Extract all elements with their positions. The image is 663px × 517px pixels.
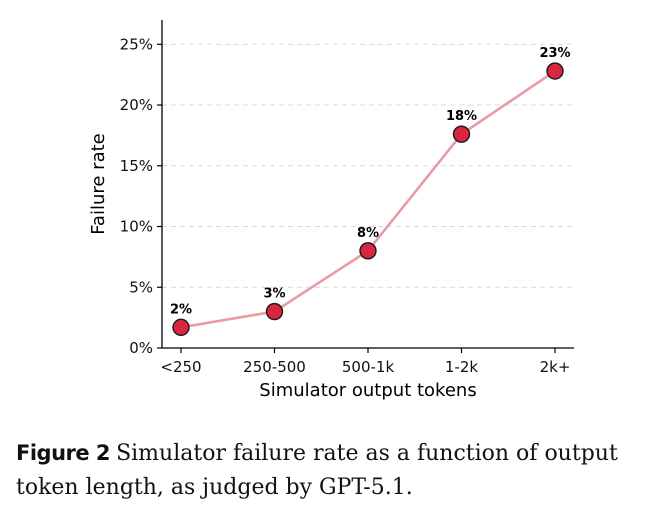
x-tick-label: 500-1k (342, 358, 395, 376)
y-tick-label: 25% (120, 35, 153, 53)
failure-rate-chart: 0% 5% 10% 15% 20% 25% <250 250-500 500-1k 1-2k 2k… (88, 20, 574, 401)
data-label: 2% (170, 302, 192, 317)
data-label: 3% (263, 287, 285, 302)
x-tick-label: <250 (160, 358, 201, 376)
figure-label: Figure 2 (16, 441, 111, 465)
data-point (359, 242, 377, 260)
y-tick-label: 20% (120, 96, 153, 114)
data-point (265, 302, 284, 321)
data-label: 23% (539, 46, 570, 61)
failure-rate-series (172, 62, 564, 337)
x-tick-label: 1-2k (445, 358, 478, 376)
x-tick-label: 250-500 (243, 358, 306, 376)
data-point (546, 62, 564, 80)
x-ticks: <250 250-500 500-1k 1-2k 2k+ (160, 348, 570, 376)
x-axis-title: Simulator output tokens (259, 380, 476, 401)
y-tick-label: 15% (120, 157, 153, 175)
figure-caption: Figure 2 Simulator failure rate as a func… (16, 436, 656, 505)
data-label: 18% (446, 109, 477, 124)
data-labels: 2% 3% 8% 18% 23% (170, 46, 571, 317)
series-line (179, 69, 557, 329)
x-tick-label: 2k+ (540, 358, 571, 376)
y-tick-label: 5% (129, 278, 153, 296)
y-tick-label: 0% (129, 339, 153, 357)
caption-text: Simulator failure rate as a function of … (16, 441, 618, 500)
data-label: 8% (357, 226, 379, 241)
axes (161, 20, 574, 349)
y-ticks: 0% 5% 10% 15% 20% 25% (120, 35, 162, 357)
y-axis-title: Failure rate (88, 133, 109, 235)
data-point (452, 125, 471, 143)
y-tick-label: 10% (120, 218, 153, 236)
data-point (172, 318, 190, 337)
